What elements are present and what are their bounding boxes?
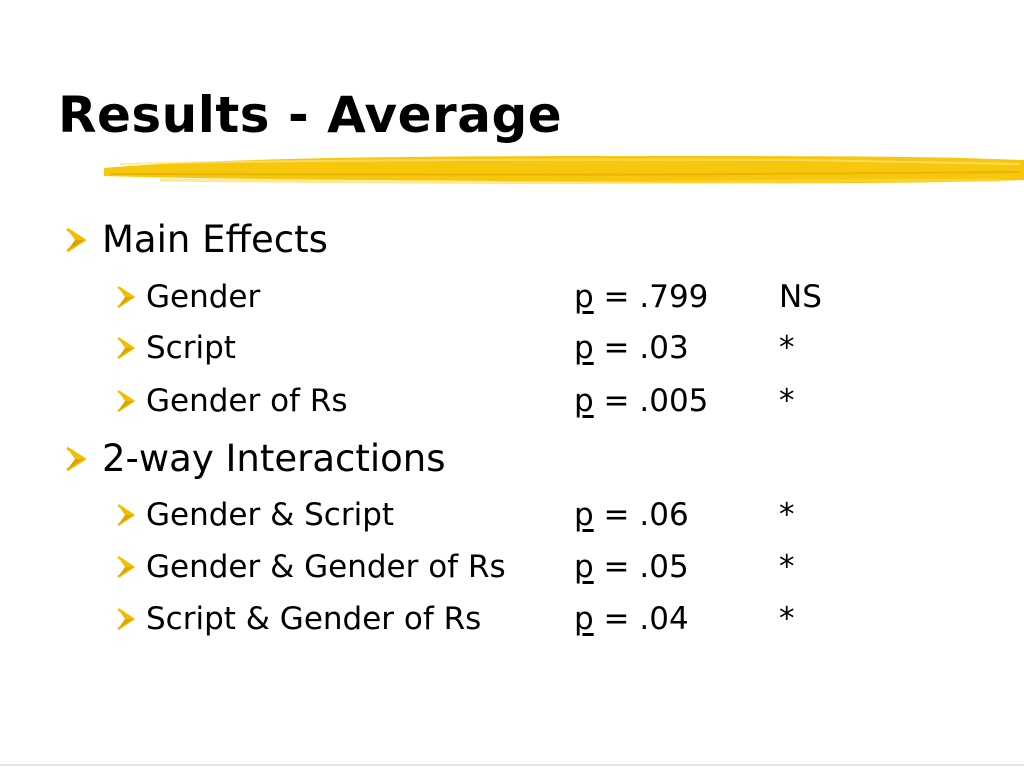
- p-value: p = .05: [574, 549, 689, 585]
- highlighter-underline: [104, 156, 1024, 185]
- significance-marker: *: [779, 601, 795, 637]
- arrow-bullet-icon: [117, 607, 136, 631]
- arrow-bullet-icon: [117, 503, 136, 527]
- significance-marker: *: [779, 497, 795, 533]
- section-label: 2-way Interactions: [102, 437, 446, 480]
- p-value: p = .005: [574, 383, 709, 419]
- item-label: Gender & Script: [146, 497, 395, 533]
- item-label: Gender of Rs: [146, 383, 348, 419]
- significance-marker: *: [779, 383, 795, 419]
- section-main-effects: Main Effects: [64, 220, 464, 260]
- arrow-bullet-icon: [117, 336, 136, 360]
- significance-marker: *: [779, 549, 795, 585]
- arrow-bullet-icon: [117, 389, 136, 413]
- list-item-gender-script: Gender & Script p = .06 *: [116, 497, 916, 537]
- list-item-gender-gender-of-rs: Gender & Gender of Rs p = .05 *: [116, 549, 916, 589]
- arrow-bullet-icon: [117, 285, 136, 309]
- section-label: Main Effects: [102, 218, 328, 261]
- arrow-bullet-icon: [117, 555, 136, 579]
- list-item-script-gender-of-rs: Script & Gender of Rs p = .04 *: [116, 601, 916, 641]
- arrow-bullet-icon: [66, 446, 87, 472]
- item-label: Gender & Gender of Rs: [146, 549, 506, 585]
- slide-title: Results - Average: [58, 86, 563, 144]
- p-value: p = .03: [574, 330, 689, 366]
- p-value: p = .799: [574, 279, 709, 315]
- significance-marker: *: [779, 330, 795, 366]
- significance-marker: NS: [779, 279, 822, 315]
- p-value: p = .06: [574, 497, 689, 533]
- list-item-gender-of-rs: Gender of Rs p = .005 *: [116, 383, 916, 423]
- list-item-gender: Gender p = .799 NS: [116, 279, 916, 319]
- item-label: Script: [146, 330, 236, 366]
- section-2-way-interactions: 2-way Interactions: [64, 439, 564, 479]
- arrow-bullet-icon: [66, 227, 87, 253]
- bottom-divider: [0, 764, 1024, 766]
- list-item-script: Script p = .03 *: [116, 330, 916, 370]
- item-label: Script & Gender of Rs: [146, 601, 482, 637]
- item-label: Gender: [146, 279, 261, 315]
- p-value: p = .04: [574, 601, 689, 637]
